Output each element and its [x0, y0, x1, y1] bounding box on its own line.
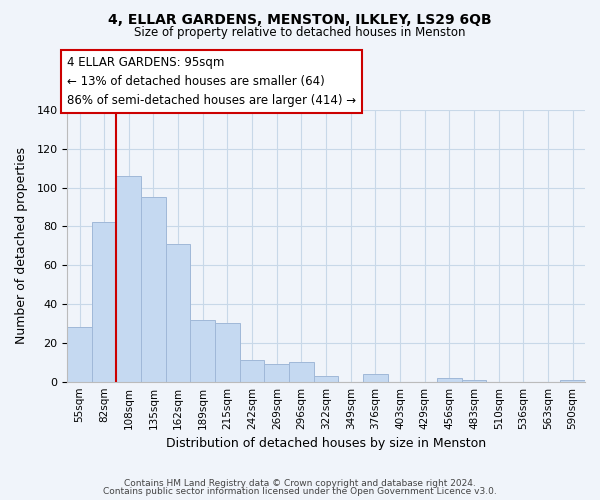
Text: 4 ELLAR GARDENS: 95sqm
← 13% of detached houses are smaller (64)
86% of semi-det: 4 ELLAR GARDENS: 95sqm ← 13% of detached… [67, 56, 356, 107]
Bar [141, 197, 166, 382]
Bar [190, 320, 215, 382]
Bar [363, 374, 388, 382]
X-axis label: Distribution of detached houses by size in Menston: Distribution of detached houses by size … [166, 437, 486, 450]
Bar [314, 376, 338, 382]
Bar [560, 380, 585, 382]
Bar [289, 362, 314, 382]
Bar [462, 380, 487, 382]
Bar [67, 328, 92, 382]
Bar [437, 378, 462, 382]
Text: Contains public sector information licensed under the Open Government Licence v3: Contains public sector information licen… [103, 487, 497, 496]
Bar [215, 324, 240, 382]
Text: Size of property relative to detached houses in Menston: Size of property relative to detached ho… [134, 26, 466, 39]
Y-axis label: Number of detached properties: Number of detached properties [15, 148, 28, 344]
Bar [116, 176, 141, 382]
Text: Contains HM Land Registry data © Crown copyright and database right 2024.: Contains HM Land Registry data © Crown c… [124, 478, 476, 488]
Bar [240, 360, 265, 382]
Text: 4, ELLAR GARDENS, MENSTON, ILKLEY, LS29 6QB: 4, ELLAR GARDENS, MENSTON, ILKLEY, LS29 … [108, 12, 492, 26]
Bar [265, 364, 289, 382]
Bar [166, 244, 190, 382]
Bar [92, 222, 116, 382]
